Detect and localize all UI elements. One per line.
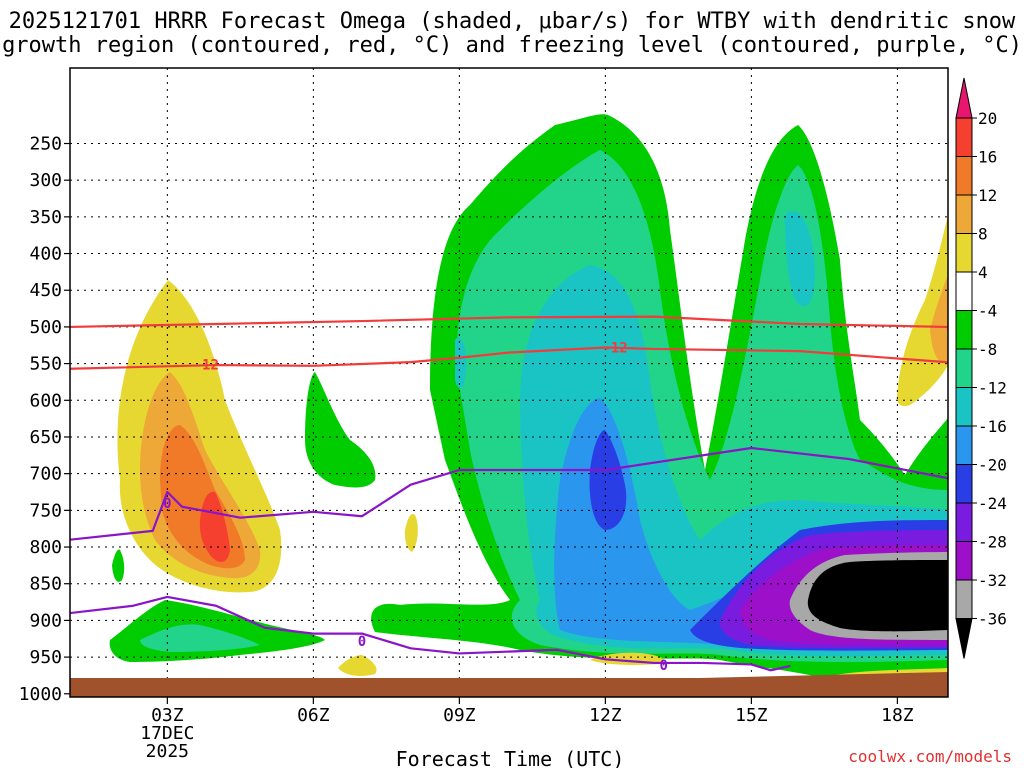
colorbar-band-5	[955, 271, 973, 311]
contour-label-1-1: -12	[602, 340, 627, 356]
y-tick-label-850: 850	[29, 574, 62, 595]
x-tick-label-03Z: 03Z	[151, 705, 184, 726]
colorbar-label-13: -36	[978, 610, 1007, 629]
colorbar-band-8	[955, 387, 973, 427]
y-tick-label-900: 900	[29, 610, 62, 631]
contour-line-1	[70, 346, 948, 370]
x-tick-label-15Z: 15Z	[735, 705, 768, 726]
colorbar-label-5: -4	[978, 302, 997, 321]
y-tick-label-1000: 1000	[19, 684, 62, 705]
omega-region-11	[807, 560, 948, 632]
omega-region-6	[589, 430, 627, 530]
y-axis: 250 300 350 400 450 500 550 600 650 700 750 800 850 9…	[19, 134, 70, 705]
plot-frame	[69, 67, 949, 698]
colorbar-label-12: -32	[978, 571, 1007, 590]
colorbar-band-10	[955, 464, 973, 504]
y-tick-label-300: 300	[29, 170, 62, 191]
omega-region-4	[455, 337, 467, 389]
colorbar-band-3	[955, 194, 973, 234]
colorbar-label-10: -24	[978, 494, 1007, 513]
colorbar-label-0: 20	[978, 109, 997, 128]
omega-region-3	[785, 211, 815, 307]
colorbar-band-13	[955, 579, 973, 619]
contour-label-3-1: 0	[660, 658, 668, 674]
y-tick-label-600: 600	[29, 390, 62, 411]
omega-region-20	[404, 513, 418, 552]
chart-title-line1: 2025121701 HRRR Forecast Omega (shaded, …	[8, 9, 1016, 34]
colorbar-legend: 20 16 12 8 4 -4 -8 -12 -16 -20 -24 -28 -32 -36	[955, 77, 1007, 659]
x-tick-label-18Z: 18Z	[881, 705, 914, 726]
omega-region-21	[338, 655, 377, 676]
omega-shaded-field	[109, 114, 948, 697]
contour-label-2-0: 0	[163, 496, 171, 512]
colorbar-band-1	[955, 117, 973, 157]
y-tick-label-450: 450	[29, 280, 62, 301]
chart-title-line2: growth region (contoured, red, °C) and f…	[2, 33, 1022, 58]
y-tick-label-700: 700	[29, 464, 62, 485]
colorbar-arrow-bottom	[955, 618, 973, 659]
colorbar-band-7	[955, 348, 973, 388]
x-axis-label: Forecast Time (UTC)	[396, 747, 625, 768]
colorbar-label-2: 12	[978, 186, 997, 205]
x-tick-label-12Z: 12Z	[589, 705, 622, 726]
y-tick-label-500: 500	[29, 317, 62, 338]
colorbar-label-8: -16	[978, 417, 1007, 436]
omega-region-17	[140, 624, 260, 652]
contour-line-3	[70, 595, 791, 672]
contour-label-3-0: 0	[358, 634, 366, 650]
contour-lines: -12 -12 0 0 0	[70, 315, 948, 674]
x-date-label-0: 17DEC	[140, 723, 194, 744]
terrain-ground	[70, 672, 948, 697]
colorbar-label-7: -12	[978, 379, 1007, 398]
credit-text: coolwx.com/models	[848, 747, 1012, 766]
y-tick-label-250: 250	[29, 134, 62, 155]
colorbar-band-12	[955, 541, 973, 581]
colorbar-band-9	[955, 425, 973, 465]
colorbar-label-1: 16	[978, 148, 997, 167]
colorbar-label-6: -8	[978, 340, 997, 359]
colorbar-label-3: 8	[978, 225, 988, 244]
y-tick-label-750: 750	[29, 500, 62, 521]
omega-region-24	[930, 275, 948, 362]
omega-region-19	[112, 549, 125, 582]
y-tick-label-400: 400	[29, 244, 62, 265]
colorbar-arrow-top	[955, 77, 973, 119]
y-tick-label-550: 550	[29, 354, 62, 375]
y-tick-label-350: 350	[29, 207, 62, 228]
x-date-label-1: 2025	[146, 741, 189, 762]
colorbar-band-6	[955, 310, 973, 350]
contour-line-2	[70, 446, 948, 541]
colorbar-band-4	[955, 233, 973, 273]
omega-region-15	[199, 491, 230, 562]
omega-region-18	[305, 372, 376, 488]
colorbar-label-9: -20	[978, 456, 1007, 475]
colorbar-band-11	[955, 502, 973, 542]
y-tick-label-800: 800	[29, 537, 62, 558]
colorbar-label-4: 4	[978, 263, 988, 282]
colorbar-label-11: -28	[978, 533, 1007, 552]
x-tick-label-09Z: 09Z	[443, 705, 476, 726]
contour-line-0	[70, 315, 948, 329]
y-tick-label-650: 650	[29, 427, 62, 448]
y-tick-label-950: 950	[29, 647, 62, 668]
colorbar-band-2	[955, 156, 973, 196]
x-tick-label-06Z: 06Z	[297, 705, 330, 726]
contour-label-1-0: -12	[194, 357, 219, 373]
ground-fill	[70, 672, 948, 697]
